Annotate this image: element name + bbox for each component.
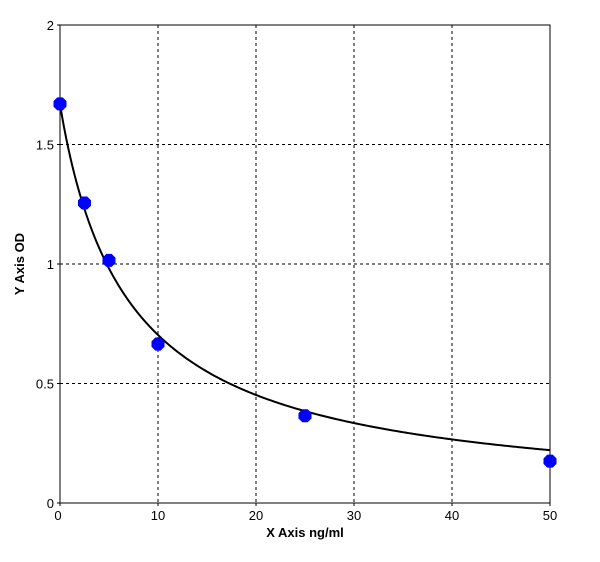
y-tick-label: 1 (47, 257, 54, 272)
grid-lines (60, 25, 550, 503)
data-points (53, 97, 557, 468)
x-tick-label: 50 (543, 508, 557, 523)
x-tick-label: 10 (151, 508, 165, 523)
x-tick-label: 20 (249, 508, 263, 523)
data-point (77, 196, 92, 210)
data-point (298, 409, 312, 423)
x-tick-label: 30 (347, 508, 361, 523)
y-axis-title: Y Axis OD (12, 233, 27, 295)
y-tick-label: 1.5 (36, 138, 54, 153)
x-tick-label: 40 (445, 508, 459, 523)
data-point (53, 97, 67, 111)
x-tick-label: 0 (54, 508, 61, 523)
data-point (102, 253, 116, 267)
y-tick-label: 2 (47, 18, 54, 33)
axis-ticks: 0 10 20 30 40 50 0 0.5 1 1.5 2 (36, 18, 557, 523)
y-tick-label: 0 (47, 496, 54, 511)
x-axis-title: X Axis ng/ml (266, 525, 344, 540)
y-tick-label: 0.5 (36, 377, 54, 392)
data-point (151, 337, 165, 351)
data-point (543, 454, 557, 468)
